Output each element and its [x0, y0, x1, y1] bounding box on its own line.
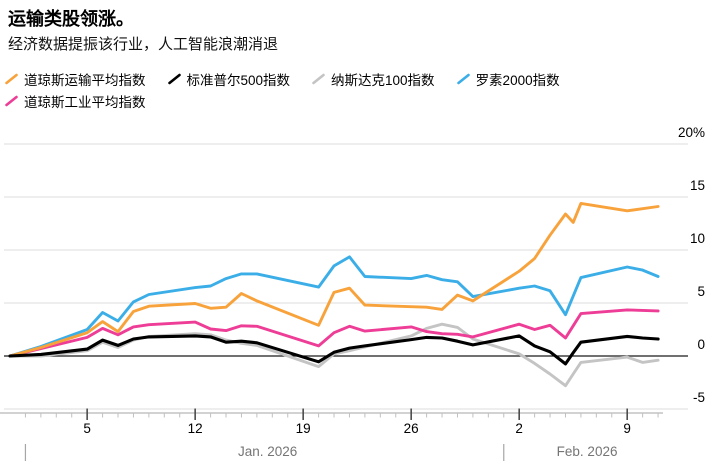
page-title: 运输类股领涨。 — [8, 9, 134, 29]
x-tick-label-5: 5 — [83, 421, 91, 436]
series-line-1 — [8, 334, 660, 366]
legend-line-swatch-icon — [5, 95, 18, 107]
legend-item-3: 罗素2000指数 — [456, 69, 560, 89]
legend-line-swatch-icon — [312, 73, 325, 85]
x-tick-label-26: 26 — [403, 421, 419, 436]
legend-item-4: 道琼斯工业平均指数 — [5, 91, 146, 111]
y-tick-label-15: 15 — [689, 178, 705, 193]
legend-item-0: 道琼斯运输平均指数 — [5, 69, 146, 89]
legend-row-2: 道琼斯工业平均指数 — [5, 90, 695, 112]
legend-line-swatch-icon — [5, 73, 18, 85]
legend-line-swatch-icon — [456, 73, 470, 85]
series-line-3 — [8, 255, 660, 358]
y-tick-label-10: 10 — [689, 231, 705, 246]
legend-line-swatch-icon — [167, 73, 181, 85]
legend-item-1: 标准普尔500指数 — [167, 69, 291, 89]
month-label-1: Feb. 2026 — [556, 444, 618, 459]
legend-label: 标准普尔500指数 — [186, 73, 291, 88]
y-tick-label-5: 5 — [697, 284, 705, 299]
legend: 道琼斯运输平均指数 标准普尔500指数 纳斯达克100指数 罗素2000指数 道琼斯工… — [5, 68, 695, 112]
legend-item-2: 纳斯达克100指数 — [312, 69, 435, 89]
x-tick-label-9: 9 — [623, 421, 631, 436]
legend-label: 罗素2000指数 — [475, 73, 560, 88]
legend-label: 道琼斯工业平均指数 — [24, 95, 146, 110]
y-tick-label-20%: 20% — [677, 125, 705, 140]
x-tick-label-19: 19 — [295, 421, 311, 436]
x-tick-label-2: 2 — [515, 421, 523, 436]
month-label-0: Jan. 2026 — [238, 444, 298, 459]
legend-row-1: 道琼斯运输平均指数 标准普尔500指数 纳斯达克100指数 罗素2000指数 — [5, 68, 695, 90]
y-tick-label-0: 0 — [697, 337, 705, 352]
legend-label: 纳斯达克100指数 — [331, 73, 435, 88]
x-tick-label-12: 12 — [187, 421, 203, 436]
series-line-0 — [8, 201, 660, 358]
series-line-4 — [8, 308, 660, 358]
chart-subtitle: 经济数据提振该行业，人工智能浪潮消退 — [8, 36, 279, 53]
y-tick-label--5: -5 — [692, 390, 705, 405]
legend-label: 道琼斯运输平均指数 — [24, 73, 146, 88]
